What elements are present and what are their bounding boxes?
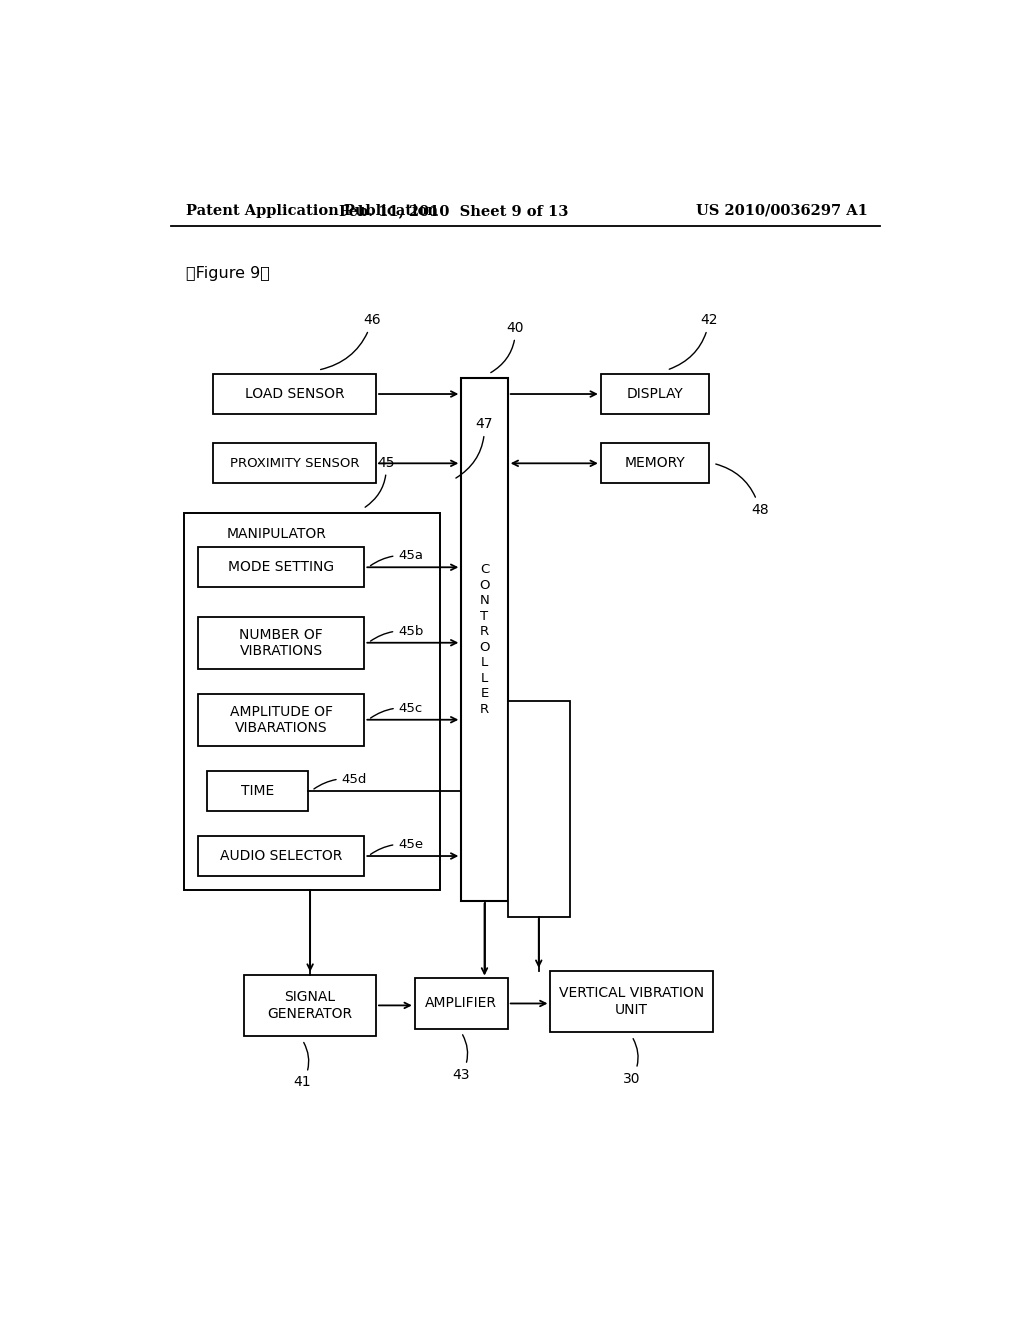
Bar [508, 701, 569, 917]
Text: MODE SETTING: MODE SETTING [228, 560, 334, 574]
Bar [213, 374, 376, 414]
Text: C
O
N
T
R
O
L
L
E
R: C O N T R O L L E R [479, 564, 489, 715]
Text: AMPLITUDE OF
VIBARATIONS: AMPLITUDE OF VIBARATIONS [229, 705, 333, 735]
Text: 【Figure 9】: 【Figure 9】 [186, 267, 270, 281]
Text: 40: 40 [490, 321, 524, 372]
Bar [198, 836, 365, 876]
Bar [198, 548, 365, 587]
Text: SIGNAL
GENERATOR: SIGNAL GENERATOR [267, 990, 352, 1020]
Text: VERTICAL VIBRATION
UNIT: VERTICAL VIBRATION UNIT [559, 986, 705, 1016]
Text: 45d: 45d [314, 772, 367, 789]
Bar [461, 378, 508, 902]
Bar [198, 616, 365, 669]
Text: Feb. 11, 2010  Sheet 9 of 13: Feb. 11, 2010 Sheet 9 of 13 [339, 203, 568, 218]
Text: DISPLAY: DISPLAY [627, 387, 683, 401]
Text: 45: 45 [366, 455, 395, 507]
Text: TIME: TIME [241, 784, 274, 797]
Bar [213, 444, 376, 483]
Text: 48: 48 [716, 465, 768, 516]
Text: 45b: 45b [371, 624, 424, 642]
Bar [415, 978, 508, 1028]
Text: 46: 46 [321, 313, 381, 370]
Text: PROXIMITY SENSOR: PROXIMITY SENSOR [229, 457, 359, 470]
Text: 30: 30 [623, 1039, 640, 1085]
Text: 45c: 45c [371, 702, 423, 718]
Text: 43: 43 [453, 1035, 470, 1081]
Bar [601, 374, 710, 414]
Text: MEMORY: MEMORY [625, 457, 685, 470]
Text: AMPLIFIER: AMPLIFIER [425, 997, 498, 1011]
Bar [550, 970, 713, 1032]
Text: NUMBER OF
VIBRATIONS: NUMBER OF VIBRATIONS [240, 627, 323, 657]
Text: 47: 47 [456, 417, 494, 478]
Text: 42: 42 [670, 313, 718, 370]
Text: MANIPULATOR: MANIPULATOR [227, 527, 327, 541]
Text: US 2010/0036297 A1: US 2010/0036297 A1 [696, 203, 868, 218]
Bar [183, 512, 439, 890]
Text: 41: 41 [294, 1043, 311, 1089]
Text: LOAD SENSOR: LOAD SENSOR [245, 387, 344, 401]
Text: AUDIO SELECTOR: AUDIO SELECTOR [220, 849, 342, 863]
Text: 45e: 45e [371, 838, 424, 854]
Bar [207, 771, 308, 810]
Bar [601, 444, 710, 483]
Bar [245, 974, 376, 1036]
Bar [198, 693, 365, 746]
Text: 45a: 45a [371, 549, 423, 566]
Text: Patent Application Publication: Patent Application Publication [186, 203, 438, 218]
